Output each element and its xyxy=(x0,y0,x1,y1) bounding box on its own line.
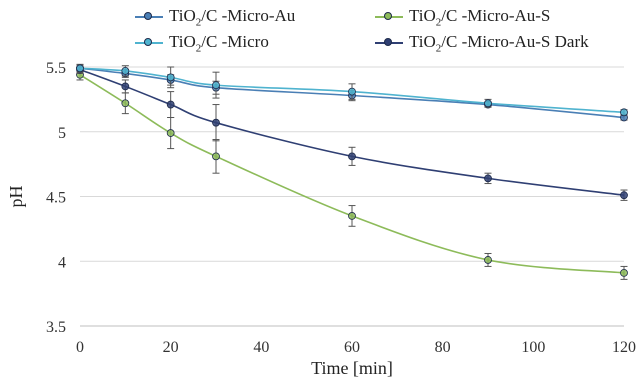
data-point xyxy=(348,87,356,96)
data-point xyxy=(166,100,175,109)
legend-label: TiO2/C -Micro-Au xyxy=(169,5,296,29)
x-axis-title: Time [min] xyxy=(311,358,393,378)
legend-label: TiO2/C -Micro xyxy=(169,31,269,55)
data-point xyxy=(121,82,130,91)
data-point xyxy=(484,256,492,264)
y-tick-label: 5 xyxy=(58,125,66,142)
data-point xyxy=(121,66,130,75)
data-point xyxy=(166,129,175,137)
data-point xyxy=(212,118,220,127)
legend-label: TiO2/C -Micro-Au-S Dark xyxy=(409,31,589,55)
tick-labels: 3.5 4 4.5 5 5.5 0 20 40 60 80 100 120 xyxy=(46,60,636,356)
series-1 xyxy=(76,69,628,280)
legend-marker xyxy=(144,38,152,46)
legend-marker xyxy=(144,12,152,20)
legend-swatch xyxy=(135,38,163,46)
data-point xyxy=(348,212,356,220)
series-line xyxy=(79,68,625,196)
data-point xyxy=(121,99,130,108)
legend-marker xyxy=(384,38,392,46)
legend-item: TiO2/C -Micro-Au-S xyxy=(375,6,550,28)
data-point xyxy=(620,191,628,200)
x-tick-label: 40 xyxy=(253,339,269,356)
x-tick-label: 80 xyxy=(435,339,451,356)
x-tick-label: 20 xyxy=(163,339,179,356)
legend-swatch xyxy=(375,38,403,46)
data-point xyxy=(620,269,628,277)
y-tick-label: 3.5 xyxy=(46,319,66,336)
y-axis-title: pH xyxy=(6,186,26,208)
x-tick-label: 0 xyxy=(76,339,84,356)
series-line xyxy=(79,67,625,119)
legend-label: TiO2/C -Micro-Au-S xyxy=(409,5,551,29)
legend-marker xyxy=(384,12,392,20)
legend-item: TiO2/C -Micro-Au xyxy=(135,6,295,28)
x-tick-label: 60 xyxy=(344,339,360,356)
y-tick-label: 5.5 xyxy=(46,60,66,77)
data-point xyxy=(620,108,628,117)
series-line xyxy=(79,67,625,114)
legend-swatch xyxy=(375,12,403,20)
y-tick-label: 4.5 xyxy=(46,190,66,207)
series-2 xyxy=(76,63,628,117)
legend-swatch xyxy=(135,12,163,20)
data-point xyxy=(484,174,492,183)
data-point xyxy=(484,99,492,108)
legend-item: TiO2/C -Micro-Au-S Dark xyxy=(375,32,589,54)
data-point xyxy=(212,81,220,90)
x-tick-label: 100 xyxy=(521,339,545,356)
series-line xyxy=(79,74,625,274)
data-point xyxy=(348,152,356,161)
data-point xyxy=(166,73,175,82)
series-layer xyxy=(76,63,628,280)
x-tick-label: 120 xyxy=(612,339,636,356)
legend-item: TiO2/C -Micro xyxy=(135,32,269,54)
data-point xyxy=(212,152,220,161)
y-tick-label: 4 xyxy=(58,254,66,271)
legend: TiO2/C -Micro-Au TiO2/C -Micro-Au-S TiO2/C… xyxy=(0,0,636,60)
data-point xyxy=(76,64,84,73)
